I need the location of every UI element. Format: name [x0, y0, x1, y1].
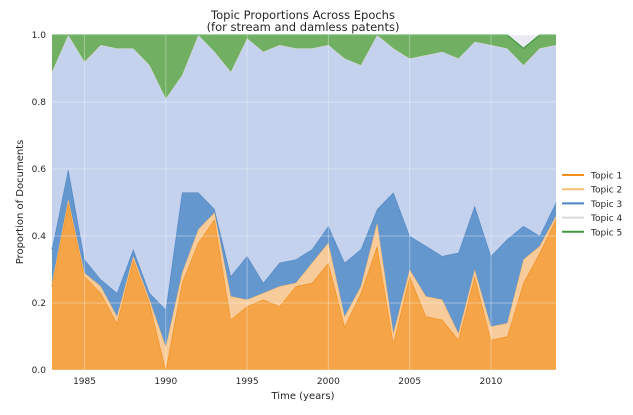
legend-item-topic-1: Topic 1 [562, 172, 622, 182]
x-tick-label: 1990 [154, 377, 177, 387]
area-topic-3 [52, 169, 556, 347]
y-tick-label: 0.6 [32, 165, 47, 175]
legend-label: Topic 4 [590, 214, 622, 224]
legend-label: Topic 3 [590, 200, 622, 210]
x-axis-label: Time (years) [271, 391, 335, 402]
legend-item-topic-3: Topic 3 [562, 200, 622, 210]
area-topic-5 [52, 35, 556, 99]
y-tick-label: 0.4 [32, 232, 47, 242]
legend-item-topic-4: Topic 4 [562, 214, 622, 224]
x-tick-label: 1995 [236, 377, 259, 387]
legend-label: Topic 2 [590, 186, 622, 196]
x-tick-label: 2005 [398, 377, 421, 387]
x-tick-label: 2010 [480, 377, 503, 387]
line-topic-5 [52, 34, 556, 50]
chart-subtitle: (for stream and damless patents) [207, 20, 400, 34]
x-tick-label: 1985 [73, 377, 96, 387]
legend: Topic 1 Topic 2 Topic 3 Topic 4 Topic 5 [562, 172, 622, 238]
y-tick-label: 1.0 [32, 31, 47, 41]
y-axis-label: Proportion of Documents [15, 140, 26, 265]
legend-item-topic-5: Topic 5 [562, 228, 622, 238]
legend-label: Topic 1 [590, 172, 622, 182]
x-tick-label: 2000 [317, 377, 340, 387]
legend-item-topic-2: Topic 2 [562, 186, 622, 196]
area-topic-4 [52, 35, 556, 310]
plot-area: 0.0 0.2 0.4 0.6 0.8 1.0 1985 1990 1995 2000 2005 20… [32, 31, 557, 387]
legend-label: Topic 5 [590, 228, 622, 238]
y-tick-label: 0.2 [32, 299, 46, 309]
area-topic-1 [52, 202, 556, 370]
y-tick-label: 0.0 [32, 366, 47, 376]
chart-title: Topic Proportions Across Epochs [210, 8, 395, 22]
y-tick-label: 0.8 [32, 98, 47, 108]
